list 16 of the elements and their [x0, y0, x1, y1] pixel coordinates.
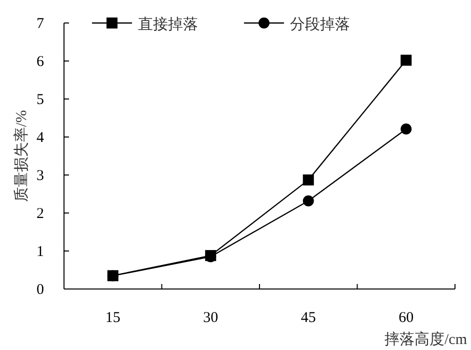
- x-tick-label: 45: [300, 310, 316, 326]
- x-tick-label: 60: [398, 310, 414, 326]
- x-tick-label: 15: [105, 310, 120, 326]
- x-axis-title: 摔落高度/cm: [384, 331, 468, 348]
- y-tick-label: 2: [36, 206, 44, 222]
- y-tick-label: 3: [36, 168, 44, 184]
- x-tick-label: 30: [203, 310, 218, 326]
- y-tick-label: 0: [36, 282, 44, 298]
- legend-label: 直接掉落: [138, 16, 198, 33]
- y-axis-title: 质量损失率/%: [13, 110, 30, 202]
- y-tick-label: 7: [36, 16, 44, 32]
- y-tick-label: 1: [36, 244, 44, 260]
- legend-label: 分段掉落: [290, 16, 350, 33]
- y-tick-label: 4: [36, 130, 44, 146]
- y-tick-label: 5: [36, 92, 44, 108]
- y-tick-label: 6: [36, 54, 44, 70]
